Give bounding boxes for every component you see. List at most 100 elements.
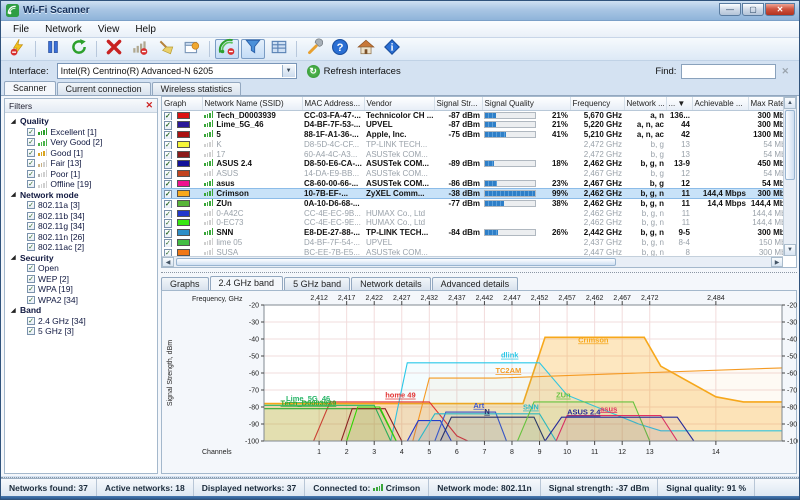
checkbox-icon[interactable]: ✓ [27,327,35,336]
filter-item[interactable]: ✓ 802.11g [34] [27,221,157,232]
clear-find-icon[interactable]: ✕ [781,65,789,76]
horizontal-scrollbar[interactable]: ◀ ▶ [162,256,783,267]
tab-5-ghz-band[interactable]: 5 GHz band [284,277,351,290]
graph-cell[interactable]: ✓ [162,198,202,209]
checkbox-icon[interactable]: ✓ [27,232,35,241]
menu-network[interactable]: Network [45,23,82,35]
row-checkbox-icon[interactable]: ✓ [164,150,172,159]
row-checkbox-icon[interactable]: ✓ [164,130,172,140]
graph-cell[interactable]: ✓ [162,208,202,218]
filter-item[interactable]: ✓ 802.11n [26] [27,232,157,243]
table-row[interactable]: ✓ ZUn 0A-10-D6-68-... -77 dBm 38% 2,462 GHz b,… [162,198,783,209]
checkbox-icon[interactable]: ✓ [27,316,35,325]
table-row[interactable]: ✓ asus C8-60-00-66-... ASUSTek COM... -86 dB… [162,178,783,189]
graph-cell[interactable]: ✓ [162,120,202,130]
row-checkbox-icon[interactable]: ✓ [164,121,172,130]
row-checkbox-icon[interactable]: ✓ [164,160,172,169]
checkbox-icon[interactable]: ✓ [27,264,35,273]
row-checkbox-icon[interactable]: ✓ [164,200,172,209]
filter-item[interactable]: ✓ Excellent [1] [27,127,157,138]
column-header-10[interactable]: Max Rate [748,97,783,111]
vertical-scrollbar[interactable]: ▲ ▼ [783,97,796,256]
table-row[interactable]: ✓ 0-A42C CC-4E-EC-9B... HUMAX Co., Ltd 2,462… [162,208,783,218]
checkbox-icon[interactable]: ✓ [27,180,35,189]
row-checkbox-icon[interactable]: ✓ [164,238,172,248]
scan-button[interactable] [215,38,239,59]
column-header-7[interactable]: Network ... [624,97,667,111]
graph-cell[interactable]: ✓ [162,110,202,120]
table-row[interactable]: ✓ ASUS 14-DA-E9-BB... ASUSTek COM... 2,467 G… [162,169,783,179]
table-row[interactable]: ✓ 5 88-1F-A1-36-... Apple, Inc. -75 dBm 41% 5,… [162,129,783,140]
horizontal-splitter[interactable] [161,272,797,275]
menu-file[interactable]: File [13,23,30,35]
filter-item[interactable]: ✓ 802.11b [34] [27,211,157,222]
column-header-1[interactable]: Network Name (SSID) [202,97,303,111]
table-row[interactable]: ✓ Tech_D0003939 CC-03-FA-47-... Technicolor… [162,110,783,120]
details-button[interactable] [267,39,291,59]
home-button[interactable] [354,39,378,59]
row-checkbox-icon[interactable]: ✓ [164,219,172,228]
about-button[interactable]: i [380,38,404,59]
refresh-button[interactable] [67,38,91,59]
column-header-6[interactable]: Frequency [570,97,625,111]
checkbox-icon[interactable]: ✓ [27,138,35,147]
filter-button[interactable] [241,39,265,59]
graph-cell[interactable]: ✓ [162,139,202,150]
delete-button[interactable] [102,39,126,59]
checkbox-icon[interactable]: ✓ [27,169,35,178]
filter-item[interactable]: ✓ Offline [19] [27,179,157,190]
table-row[interactable]: ✓ Lime_5G_46 D4-BF-7F-53-... UPVEL -87 dBm 21… [162,120,783,130]
filter-item[interactable]: ✓ Fair [13] [27,158,157,169]
row-checkbox-icon[interactable]: ✓ [164,170,172,179]
close-button[interactable]: ✕ [765,3,795,16]
vertical-scroll-thumb[interactable] [785,110,795,180]
tab-current-connection[interactable]: Current connection [56,82,151,95]
graph-cell[interactable]: ✓ [162,159,202,169]
graph-cell[interactable]: ✓ [162,149,202,159]
filter-group-network-mode[interactable]: ◢ Network mode [11,190,157,201]
graph-cell[interactable]: ✓ [162,179,202,189]
filter-item[interactable]: ✓ WPA2 [34] [27,295,157,306]
tab-graphs[interactable]: Graphs [161,277,209,290]
row-checkbox-icon[interactable]: ✓ [164,229,172,238]
checkbox-icon[interactable]: ✓ [27,285,35,294]
graph-cell[interactable]: ✓ [162,218,202,228]
collapse-arrow-icon[interactable]: ◢ [11,255,16,262]
clear-button[interactable] [154,39,178,59]
copy-button[interactable] [180,39,204,59]
column-header-3[interactable]: Vendor [364,97,435,111]
signal-stop-button[interactable] [128,39,152,59]
table-row[interactable]: ✓ SNN E8-DE-27-88-... TP-LINK TECH... -84 dB… [162,228,783,238]
row-checkbox-icon[interactable]: ✓ [164,209,172,218]
column-header-8[interactable]: ... ▼ [666,97,693,111]
horizontal-scroll-thumb[interactable] [176,258,616,266]
tab-2-4-ghz-band[interactable]: 2.4 GHz band [209,276,284,290]
row-checkbox-icon[interactable]: ✓ [164,111,172,120]
interface-select[interactable]: Intel(R) Centrino(R) Advanced-N 6205 ▼ [56,63,297,79]
filter-item[interactable]: ✓ WPA [19] [27,284,157,295]
graph-cell[interactable]: ✓ [162,247,202,256]
column-header-2[interactable]: MAC Address... [302,97,365,111]
collapse-arrow-icon[interactable]: ◢ [11,307,16,314]
menu-help[interactable]: Help [135,23,156,35]
tab-scanner[interactable]: Scanner [4,81,56,95]
checkbox-icon[interactable]: ✓ [27,295,35,304]
checkbox-icon[interactable]: ✓ [27,159,35,168]
filter-item[interactable]: ✓ Open [27,263,157,274]
filter-item[interactable]: ✓ 2.4 GHz [34] [27,316,157,327]
filter-item[interactable]: ✓ 802.11a [3] [27,200,157,211]
scroll-up-icon[interactable]: ▲ [784,97,796,109]
filter-item[interactable]: ✓ Good [1] [27,148,157,159]
checkbox-icon[interactable]: ✓ [27,243,35,252]
table-row[interactable]: ✓ SUSA BC-EE-7B-E5... ASUSTek COM... 2,447 G… [162,247,783,256]
table-row[interactable]: ✓ lime 05 D4-BF-7F-54-... UPVEL 2,437 GHz b, … [162,237,783,248]
table-row[interactable]: ✓ 0-EC73 CC-4E-EC-9E... HUMAX Co., Ltd 2,462… [162,218,783,228]
tab-network-details[interactable]: Network details [351,277,431,290]
minimize-button[interactable]: — [719,3,741,16]
filter-group-band[interactable]: ◢ Band [11,305,157,316]
filter-item[interactable]: ✓ WEP [2] [27,274,157,285]
settings-button[interactable] [302,37,326,59]
disconnect-button[interactable] [6,38,30,59]
row-checkbox-icon[interactable]: ✓ [164,140,172,150]
filter-group-quality[interactable]: ◢ Quality [11,116,157,127]
